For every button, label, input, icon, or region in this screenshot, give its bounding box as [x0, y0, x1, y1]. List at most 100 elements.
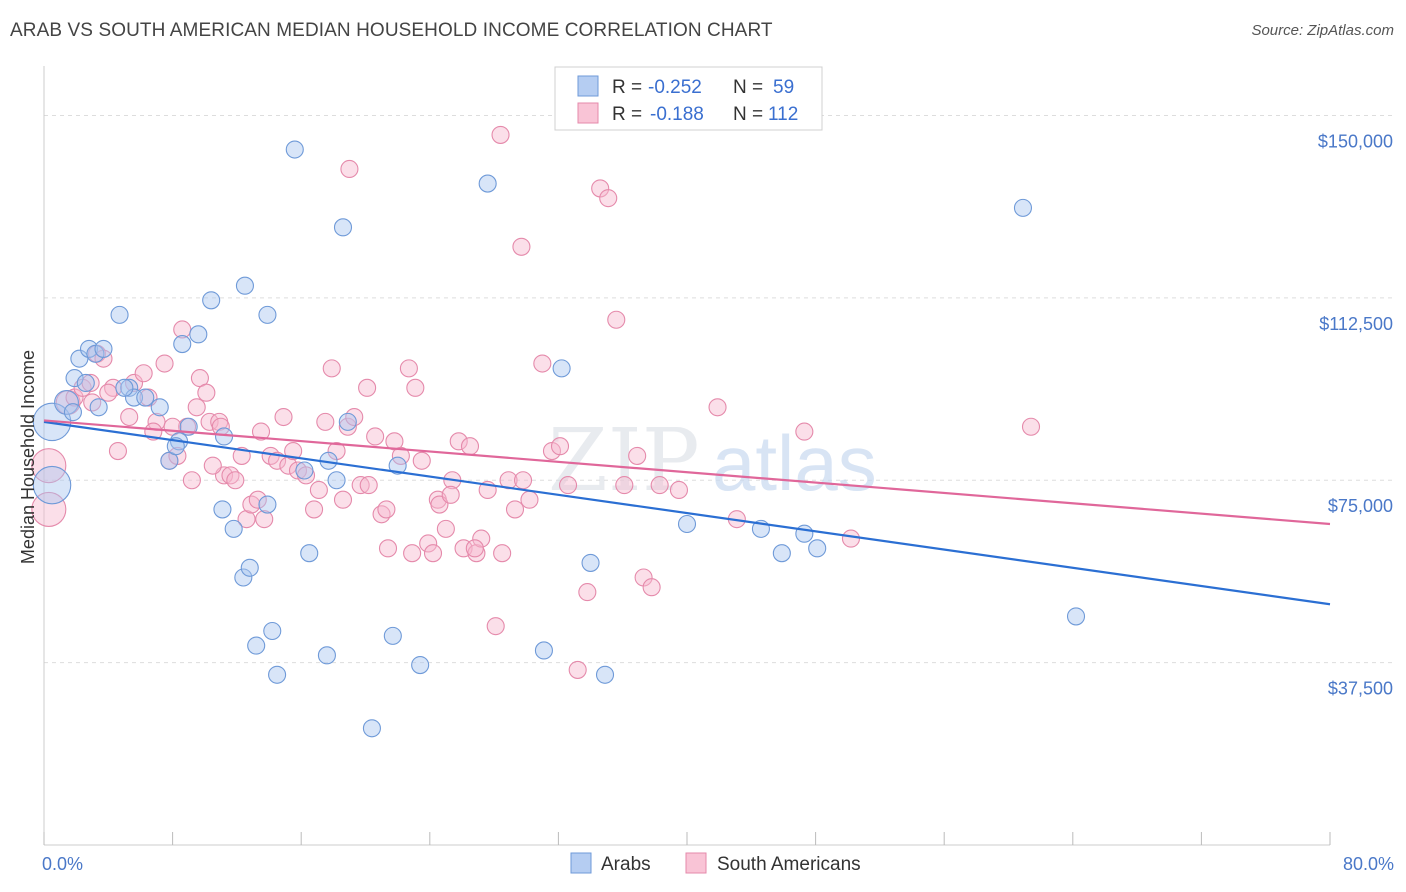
arabs-point — [263, 621, 282, 641]
south-american-point — [403, 544, 422, 563]
south-american-point — [449, 432, 468, 451]
south-american-point — [399, 359, 418, 378]
south-american-point — [309, 480, 328, 500]
arabs-point — [300, 544, 319, 563]
series-arabs — [32, 140, 1086, 738]
south-american-point — [340, 159, 359, 179]
south-american-point — [486, 617, 505, 636]
south-american-point — [200, 412, 219, 431]
arabs-point — [772, 544, 791, 563]
south-american-point — [31, 491, 67, 527]
gridlines — [44, 114, 1392, 664]
arabs-point — [552, 359, 571, 378]
legend-r-value-sa: -0.188 — [650, 104, 704, 125]
arabs-point — [581, 553, 600, 572]
south-american-point — [372, 505, 391, 524]
south-american-point — [512, 237, 531, 256]
y-tick-label: $150,000 — [1318, 131, 1393, 151]
south-american-point — [99, 383, 118, 402]
arabs-point — [213, 500, 232, 519]
y-tick-label: $37,500 — [1328, 679, 1393, 699]
watermark: ZIP atlas — [548, 411, 877, 511]
arabs-point — [1066, 607, 1086, 626]
arabs-point — [150, 398, 169, 417]
arabs-point — [258, 495, 277, 514]
south-american-point — [226, 471, 245, 490]
legend-r-label-arabs: R = — [612, 77, 647, 98]
legend-swatch-arabs — [577, 75, 599, 97]
arabs-point — [76, 373, 95, 393]
y-axis-label: Median Household Income — [18, 350, 38, 564]
x-max-label: 80.0% — [1343, 854, 1394, 874]
south-american-point — [513, 471, 533, 490]
arabs-point — [333, 218, 353, 237]
bottom-swatch-sa — [685, 852, 707, 874]
legend-n-label-sa: N = — [733, 104, 768, 125]
arabs-point — [94, 339, 113, 358]
south-american-point — [108, 442, 127, 461]
south-american-point — [187, 398, 206, 417]
south-american-point — [550, 437, 570, 456]
y-tick-label: $112,500 — [1319, 314, 1393, 334]
south-american-point — [441, 485, 460, 504]
legend-n-value-sa: 112 — [768, 104, 798, 125]
south-american-point — [182, 471, 201, 490]
chart-title: ARAB VS SOUTH AMERICAN MEDIAN HOUSEHOLD … — [10, 20, 773, 41]
arabs-point — [65, 369, 84, 388]
arabs-point — [317, 646, 336, 665]
arabs-point — [534, 641, 553, 660]
arabs-point — [677, 514, 697, 534]
south-american-point — [841, 529, 861, 548]
arabs-point — [189, 325, 208, 344]
south-american-point — [642, 578, 661, 597]
south-american-point — [491, 125, 510, 144]
south-american-point — [472, 529, 491, 548]
south-american-point — [520, 490, 539, 509]
south-american-point — [221, 466, 240, 485]
arabs-point — [202, 291, 221, 310]
south-american-point — [568, 660, 587, 679]
south-american-point — [237, 510, 256, 529]
legend-r-label-sa: R = — [612, 104, 647, 125]
arabs-point — [258, 305, 277, 324]
legend-n-label-arabs: N = — [733, 77, 768, 98]
south-american-point — [274, 407, 293, 427]
arabs-point — [383, 626, 402, 645]
arabs-point — [362, 719, 381, 738]
south-american-point — [419, 534, 438, 553]
south-american-point — [628, 446, 647, 465]
bottom-legend-arabs: Arabs — [601, 854, 651, 875]
south-american-point — [578, 583, 597, 602]
arabs-point — [54, 389, 79, 415]
arabs-point — [327, 471, 346, 490]
south-american-point — [423, 544, 443, 563]
south-american-point — [248, 490, 267, 509]
arabs-point — [115, 378, 134, 397]
south-american-point — [505, 500, 525, 519]
arabs-point — [120, 378, 139, 397]
arabs-point — [32, 465, 72, 505]
arabs-point — [595, 665, 615, 684]
bottom-legend-sa: South Americans — [717, 854, 861, 875]
south-american-point — [366, 427, 385, 446]
arabs-point — [110, 305, 129, 324]
series-south-americans — [31, 125, 1041, 679]
south-american-point — [377, 500, 396, 519]
south-american-point — [650, 476, 669, 495]
south-american-point — [669, 480, 689, 500]
arabs-point — [63, 403, 82, 422]
trend-lines — [43, 419, 1331, 606]
south-american-point — [493, 544, 512, 563]
south-american-point — [359, 476, 378, 495]
south-american-point — [120, 407, 139, 427]
south-american-point — [134, 364, 153, 383]
arabs-point — [136, 388, 155, 407]
arabs-point — [1013, 198, 1033, 217]
watermark-atlas: atlas — [712, 419, 877, 507]
south-american-point — [232, 446, 251, 465]
south-american-point — [31, 448, 67, 484]
south-american-point — [316, 412, 335, 431]
arabs-point — [89, 398, 108, 417]
trend-line-arabs — [43, 420, 1331, 606]
